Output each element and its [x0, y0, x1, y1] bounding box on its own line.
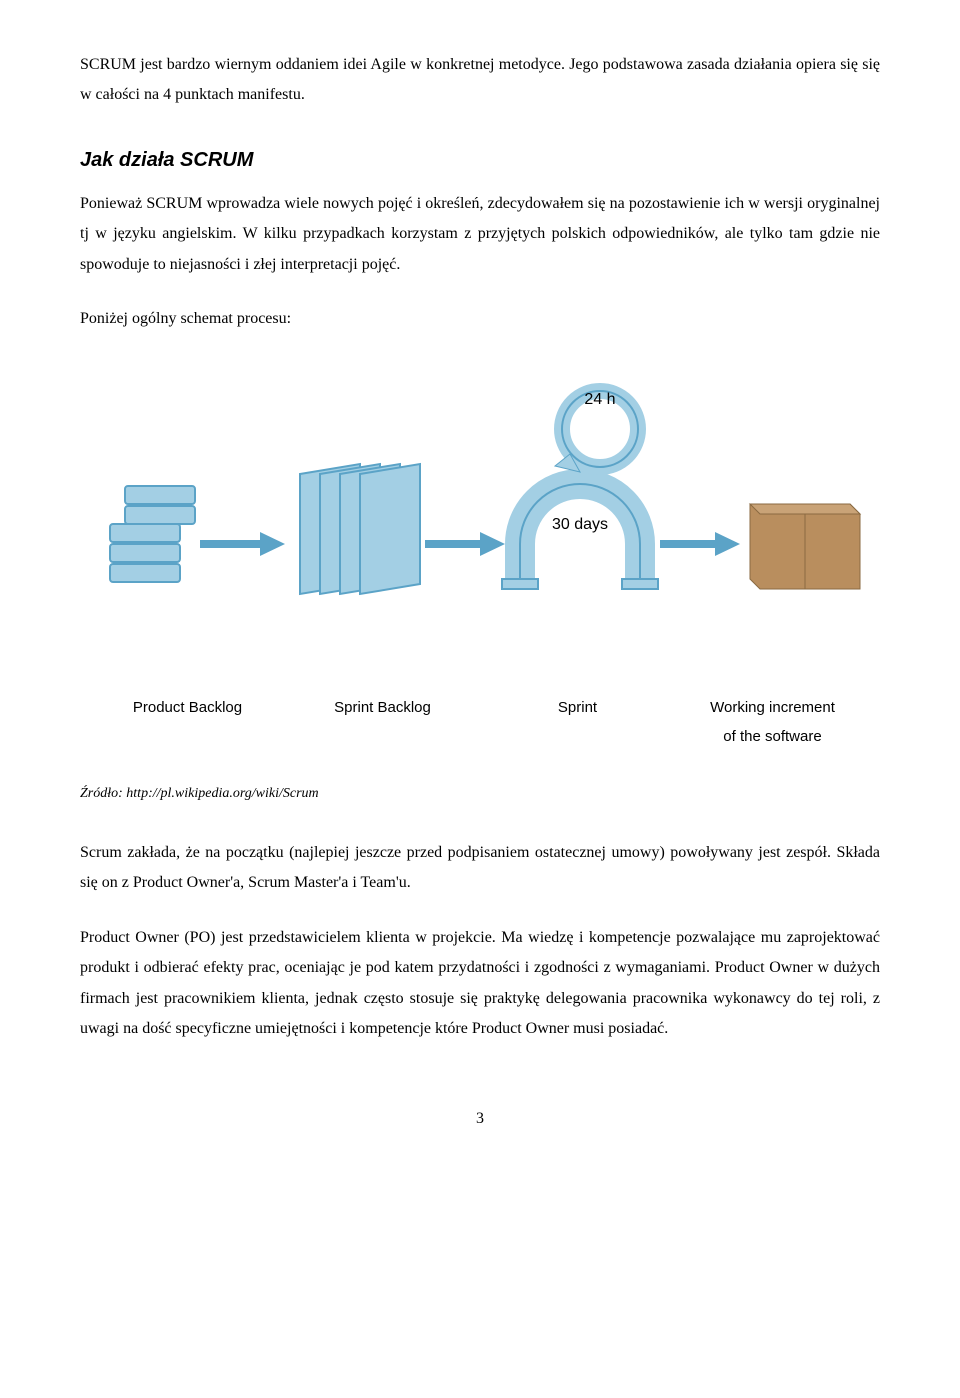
paragraph-4: Product Owner (PO) jest przedstawicielem…	[80, 923, 880, 1045]
thirty-days-label: 30 days	[552, 516, 608, 533]
page-number: 3	[80, 1104, 880, 1134]
increment-box-icon	[750, 504, 860, 589]
sprint-backlog-label: Sprint Backlog	[285, 694, 480, 751]
daily-loop-icon: 24 h	[555, 391, 638, 472]
paragraph-1: Ponieważ SCRUM wprowadza wiele nowych po…	[80, 189, 880, 280]
working-increment-label: Working increment of the software	[675, 694, 870, 751]
product-backlog-icon	[110, 486, 195, 582]
sprint-loop-icon: 30 days	[502, 484, 658, 589]
scrum-process-diagram: 30 days 24 h	[90, 374, 870, 674]
source-citation: Źródło: http://pl.wikipedia.org/wiki/Scr…	[80, 781, 880, 808]
twenty-four-h-label: 24 h	[584, 391, 615, 408]
arrow-icon	[200, 532, 285, 556]
product-backlog-label: Product Backlog	[90, 694, 285, 751]
paragraph-2: Poniżej ogólny schemat procesu:	[80, 304, 880, 334]
diagram-labels-row: Product Backlog Sprint Backlog Sprint Wo…	[80, 694, 880, 751]
sprint-label: Sprint	[480, 694, 675, 751]
sprint-backlog-icon	[300, 464, 420, 594]
section-heading: Jak działa SCRUM	[80, 141, 880, 179]
arrow-icon	[425, 532, 505, 556]
paragraph-3: Scrum zakłada, że na początku (najlepiej…	[80, 838, 880, 899]
intro-paragraph: SCRUM jest bardzo wiernym oddaniem idei …	[80, 50, 880, 111]
arrow-icon	[660, 532, 740, 556]
